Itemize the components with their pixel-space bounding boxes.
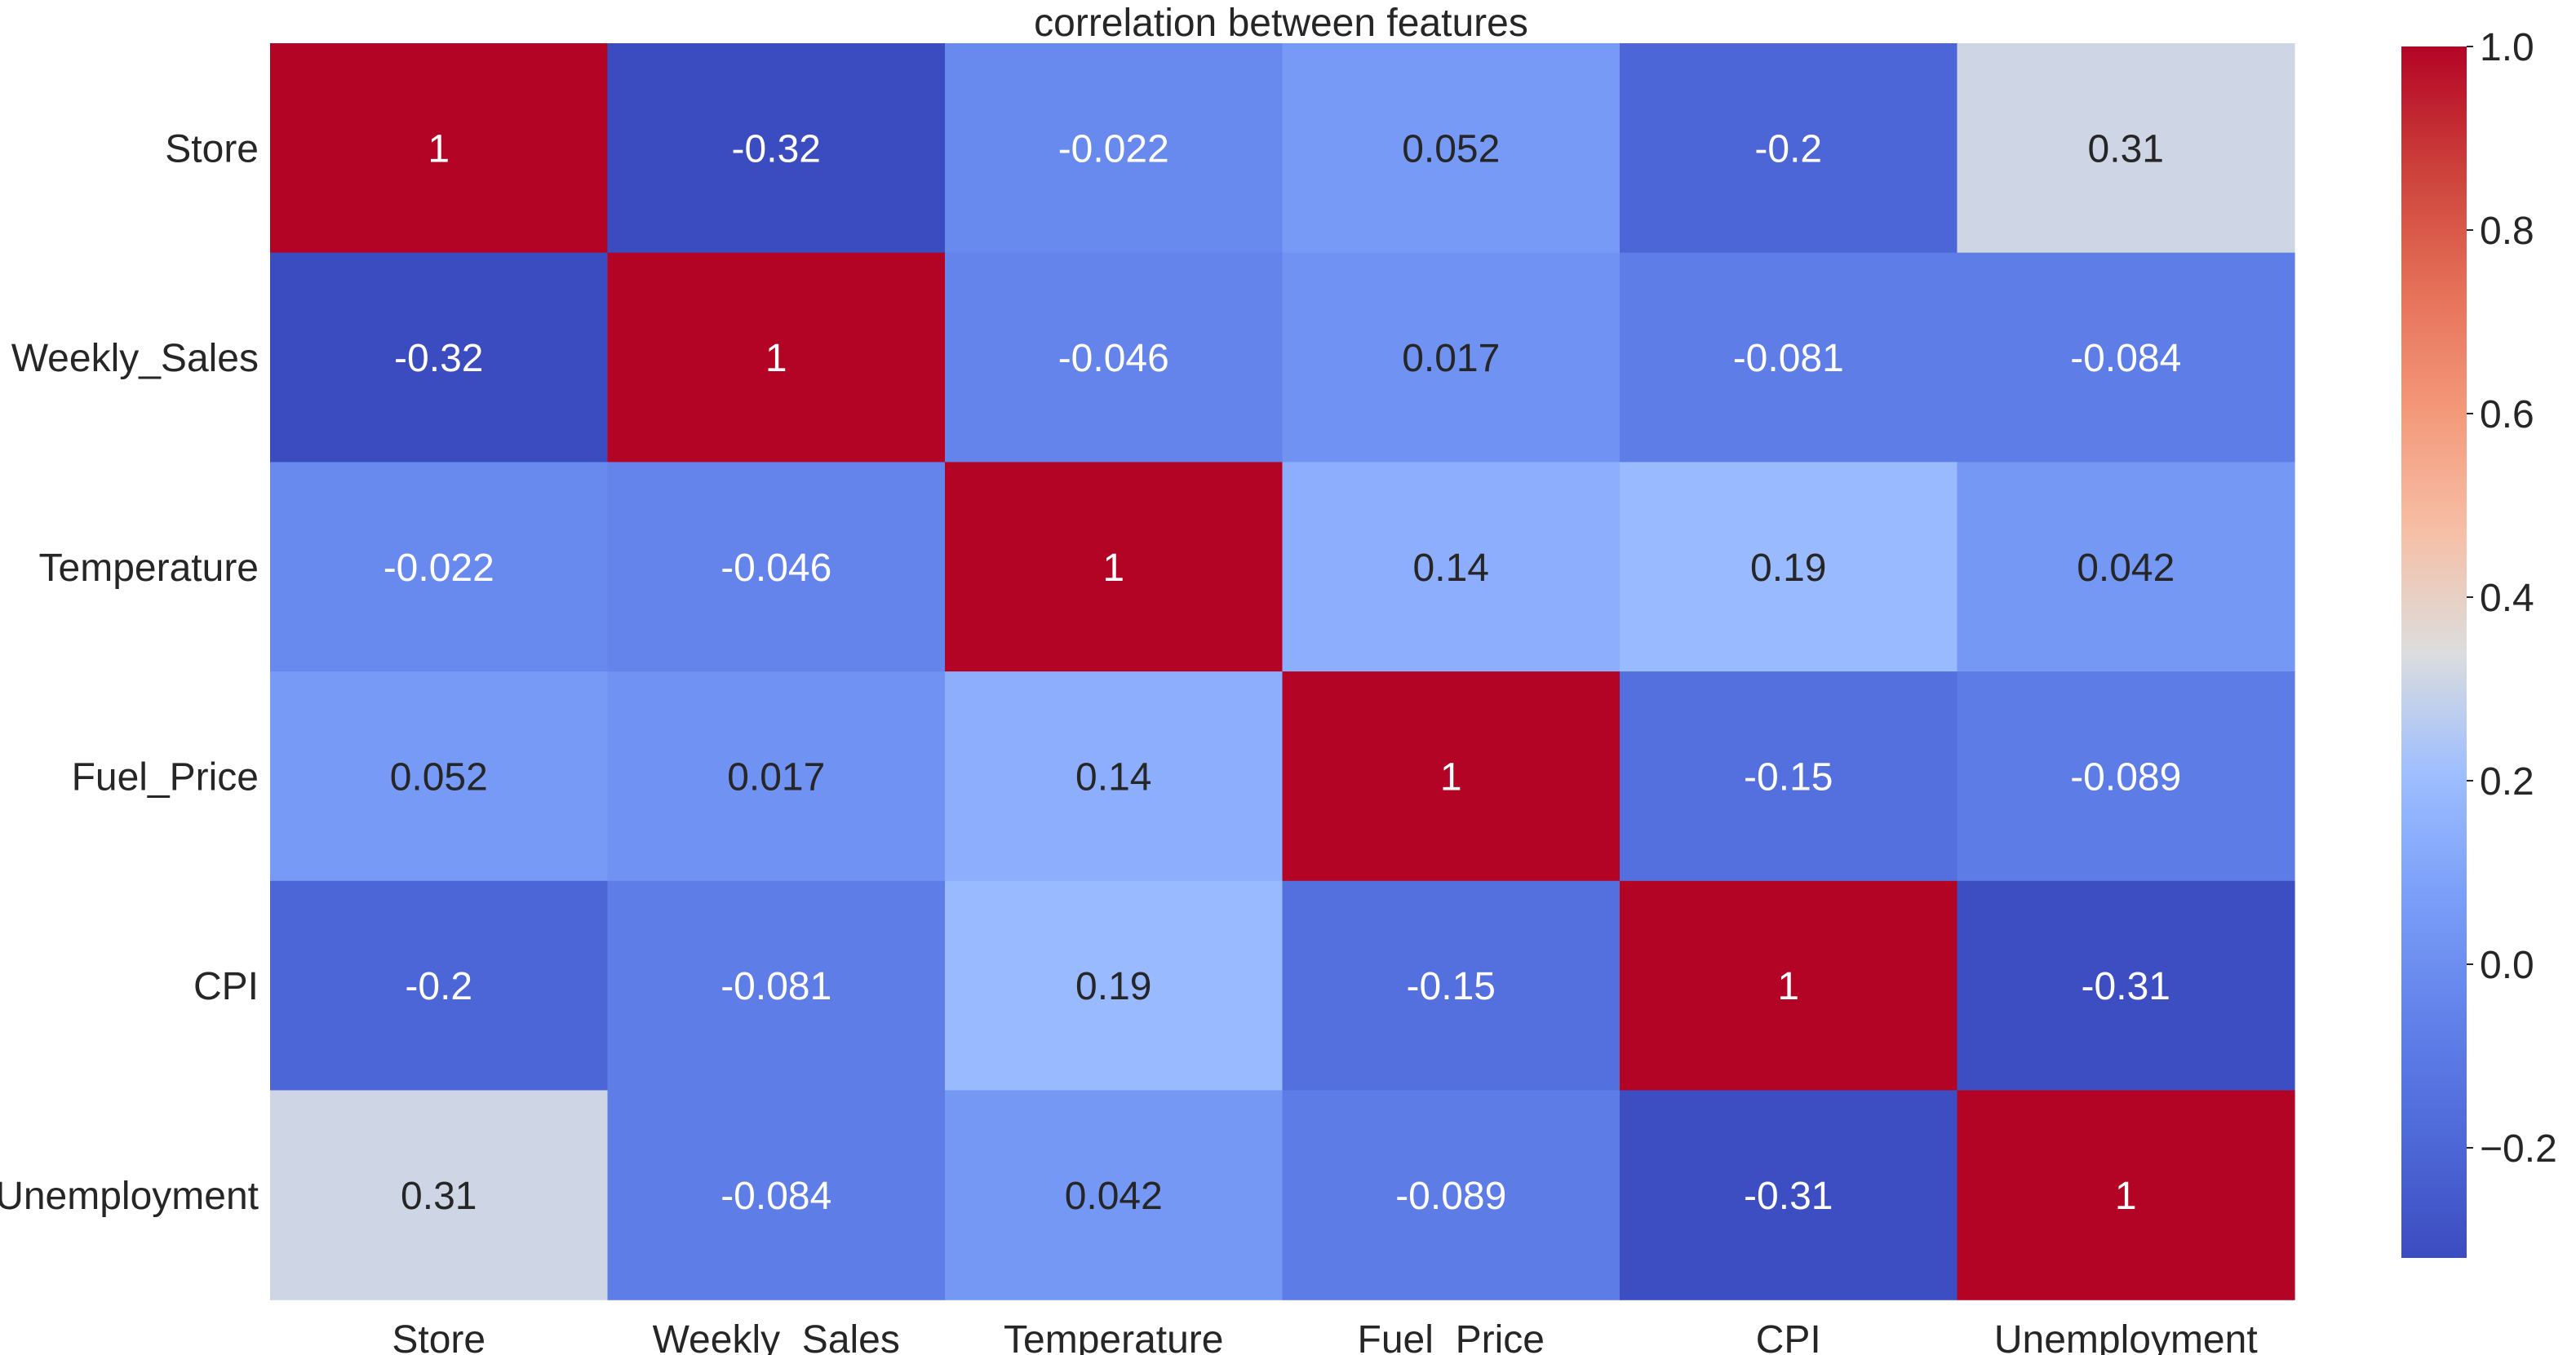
- cell-value-label: 0.042: [2077, 547, 2175, 590]
- cell-value-label: 0.052: [390, 755, 488, 799]
- heatmap-cell: [607, 43, 946, 254]
- heatmap-cell: [1957, 43, 2295, 254]
- cell-value-label: -0.081: [720, 965, 831, 1008]
- cell-value-label: -0.046: [1058, 337, 1169, 380]
- cell-value-label: -0.15: [1407, 965, 1496, 1008]
- x-tick-label: Weekly_Sales: [653, 1318, 900, 1355]
- colorbar-tick-label: 1.0: [2480, 26, 2534, 69]
- cell-value-label: -0.2: [1754, 127, 1822, 170]
- x-tick-label: Fuel_Price: [1358, 1318, 1545, 1355]
- heatmap-cell: [270, 462, 609, 672]
- cell-value-label: 1: [765, 337, 787, 380]
- cell-value-label: -0.022: [384, 547, 494, 590]
- x-tick-label: Temperature: [1004, 1318, 1223, 1355]
- cell-value-label: -0.089: [1395, 1175, 1506, 1218]
- cell-value-label: -0.2: [405, 965, 472, 1008]
- heatmap-cell: [607, 462, 946, 672]
- heatmap-cell: [270, 252, 609, 463]
- heatmap-cell: [607, 880, 946, 1092]
- cell-value-label: 1: [428, 127, 450, 170]
- cell-value-label: 0.14: [1413, 547, 1489, 590]
- heatmap-cell: [1620, 462, 1958, 672]
- cell-value-label: -0.022: [1058, 127, 1169, 170]
- heatmap-cell: [945, 671, 1284, 882]
- y-tick-label: Unemployment: [0, 1175, 259, 1218]
- heatmap-cell: [1282, 671, 1621, 882]
- cell-value-label: 0.31: [401, 1175, 477, 1218]
- heatmap-cell: [270, 1090, 609, 1300]
- heatmap-cell: [945, 43, 1284, 254]
- colorbar-tick-label: 0.8: [2480, 210, 2534, 253]
- cell-value-label: -0.089: [2070, 755, 2181, 799]
- cell-value-label: 0.14: [1075, 755, 1151, 799]
- cell-value-label: -0.31: [1744, 1175, 1833, 1218]
- cell-value-label: 0.042: [1065, 1175, 1163, 1218]
- heatmap-cell: [945, 252, 1284, 463]
- heatmap-cell: [607, 252, 946, 463]
- heatmap-cell: [1282, 1090, 1621, 1300]
- y-tick-label: Store: [165, 127, 259, 170]
- heatmap-cell: [945, 462, 1284, 672]
- cell-value-label: 0.31: [2088, 127, 2164, 170]
- heatmap-cell: [270, 43, 609, 254]
- y-tick-label: Fuel_Price: [72, 755, 259, 799]
- heatmap-cell: [1282, 43, 1621, 254]
- heatmap-cell: [270, 880, 609, 1092]
- colorbar-ticks: −0.2 0.0 0.2 0.4 0.6 0.8 1.0: [2467, 26, 2557, 1171]
- heatmap-cell: [1282, 462, 1621, 672]
- heatmap-cell: [1620, 671, 1958, 882]
- heatmap-cell: [1957, 880, 2295, 1092]
- colorbar: [2401, 46, 2467, 1258]
- x-tick-label: CPI: [1756, 1318, 1821, 1355]
- cell-value-label: 1: [2115, 1175, 2137, 1218]
- y-axis-labels: Store Weekly_Sales Temperature Fuel_Price CP…: [0, 127, 259, 1218]
- cell-value-label: -0.081: [1733, 337, 1844, 380]
- cell-value-label: 0.017: [727, 755, 825, 799]
- cell-value-label: 0.017: [1402, 337, 1500, 380]
- colorbar-tick-label: 0.0: [2480, 944, 2534, 987]
- heatmap-cell: [1620, 252, 1958, 463]
- cell-value-label: -0.31: [2082, 965, 2170, 1008]
- cell-value-label: 1: [1777, 965, 1799, 1008]
- heatmap-cell: [945, 1090, 1284, 1300]
- heatmap-cell: [1282, 880, 1621, 1092]
- heatmap-cell: [607, 671, 946, 882]
- x-tick-label: Unemployment: [1994, 1318, 2258, 1355]
- y-tick-label: CPI: [193, 965, 259, 1008]
- y-tick-label: Weekly_Sales: [11, 337, 259, 380]
- heatmap-cell: [1620, 1090, 1958, 1300]
- heatmap-cell: [1282, 252, 1621, 463]
- heatmap-cell: [1620, 43, 1958, 254]
- cell-value-label: -0.32: [732, 127, 821, 170]
- chart-title: correlation between features: [1034, 2, 1528, 45]
- cell-value-label: 1: [1102, 547, 1124, 590]
- colorbar-tick-label: 0.4: [2480, 577, 2534, 620]
- cell-value-label: 0.052: [1402, 127, 1500, 170]
- heatmap-cells: 1 -0.32 -0.022 0.052 -0.2 0.31 -0.32 1 -0.046 0.0…: [270, 43, 2295, 1300]
- y-tick-label: Temperature: [39, 547, 259, 590]
- cell-value-label: -0.15: [1744, 755, 1833, 799]
- heatmap-cell: [1957, 252, 2295, 463]
- cell-value-label: -0.32: [394, 337, 483, 380]
- cell-value-label: -0.084: [720, 1175, 831, 1218]
- heatmap-cell: [945, 880, 1284, 1092]
- x-axis-labels: Store Weekly_Sales Temperature Fuel_Price CP…: [392, 1318, 2257, 1355]
- colorbar-tick-label: 0.2: [2480, 760, 2534, 804]
- heatmap-cell: [1957, 462, 2295, 672]
- cell-value-label: -0.046: [720, 547, 831, 590]
- heatmap-cell: [1620, 880, 1958, 1092]
- colorbar-tick-label: 0.6: [2480, 393, 2534, 436]
- cell-value-label: -0.084: [2070, 337, 2181, 380]
- heatmap-cell: [607, 1090, 946, 1300]
- cell-value-label: 0.19: [1075, 965, 1151, 1008]
- cell-value-label: 1: [1440, 755, 1462, 799]
- heatmap-cell: [1957, 671, 2295, 882]
- heatmap-cell: [1957, 1090, 2295, 1300]
- cell-value-label: 0.19: [1750, 547, 1826, 590]
- heatmap-cell: [270, 671, 609, 882]
- x-tick-label: Store: [392, 1318, 485, 1355]
- colorbar-tick-label: −0.2: [2480, 1127, 2557, 1171]
